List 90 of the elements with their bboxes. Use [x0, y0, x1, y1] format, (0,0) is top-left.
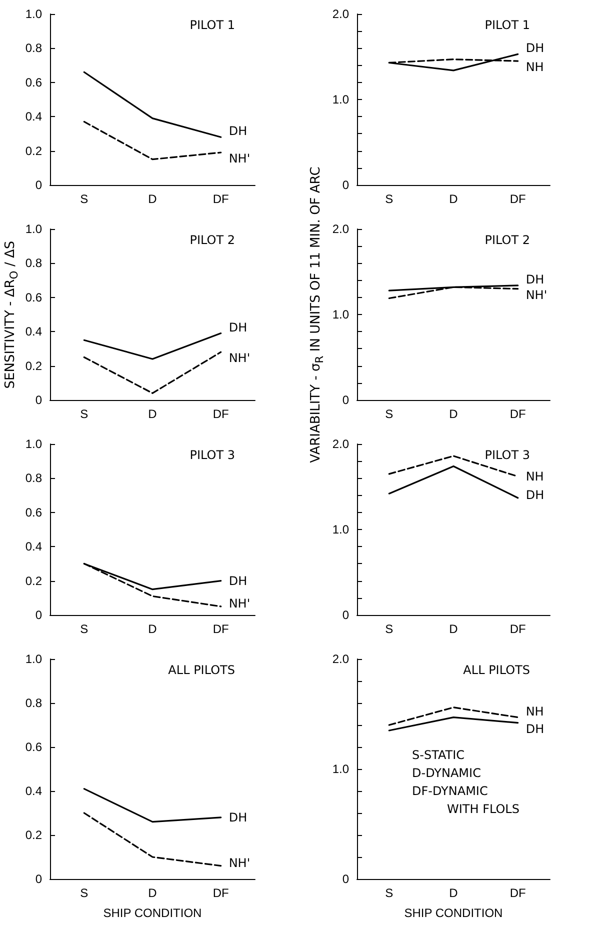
- y-tick-label: 2.0: [332, 652, 350, 666]
- x-tick-label: DF: [212, 407, 229, 421]
- chart-title: ALL PILOTS: [463, 663, 530, 677]
- chart-title: PILOT 2: [190, 233, 236, 247]
- x-tick-label: S: [385, 407, 394, 421]
- y-tick-label: 1.0: [332, 522, 350, 536]
- chart-title: PILOT 1: [484, 18, 530, 32]
- y-tick-label: 0: [35, 393, 42, 407]
- series-label: DH: [228, 320, 248, 334]
- y-tick-label: 0.8: [25, 41, 42, 56]
- y-tick-label: 2.0: [332, 437, 350, 451]
- x-tick-label: DF: [212, 192, 229, 206]
- y-tick-label: 1.0: [25, 222, 42, 236]
- x-tick-label: S: [80, 407, 88, 421]
- chart-title: ALL PILOTS: [168, 663, 236, 677]
- y-tick-label: 0: [342, 393, 350, 407]
- y-tick-label: 0.4: [25, 540, 42, 554]
- x-tick-label: DF: [212, 886, 229, 900]
- chart-title: PILOT 1: [190, 18, 236, 32]
- x-tick-label: S: [80, 622, 88, 636]
- series-label: NH: [526, 469, 544, 484]
- x-tick-label: S: [385, 622, 394, 636]
- y-tick-label: 0.8: [25, 471, 42, 486]
- y-tick-label: 0.4: [25, 784, 42, 798]
- x-tick-label: DF: [510, 622, 526, 636]
- y-tick-label: 1.0: [25, 437, 42, 451]
- annotation: S-STATIC: [412, 748, 464, 762]
- series-label: DH: [228, 574, 248, 588]
- y-tick-label: 0.2: [25, 828, 42, 842]
- y-tick-label: 2.0: [332, 222, 350, 236]
- series-label: DH: [228, 810, 248, 824]
- x-tick-label: DF: [510, 407, 526, 421]
- x-tick-label: S: [385, 192, 394, 206]
- series-label: DH: [526, 722, 544, 736]
- x-tick-label: D: [148, 407, 158, 421]
- x-tick-label: D: [449, 192, 458, 206]
- x-axis-title: SHIP CONDITION: [404, 906, 503, 920]
- y-tick-label: 0.2: [25, 574, 42, 588]
- annotation: DF-DYNAMIC: [412, 784, 488, 798]
- chart-title: PILOT 2: [484, 233, 530, 247]
- y-tick-label: 0.4: [25, 324, 42, 339]
- y-tick-label: 0: [35, 608, 42, 622]
- y-tick-label: 1.0: [25, 652, 42, 666]
- series-label: DH: [526, 272, 544, 286]
- x-tick-label: D: [148, 192, 158, 206]
- y-tick-label: 0: [35, 872, 42, 886]
- x-tick-label: S: [80, 192, 88, 206]
- y-tick-label: 0: [342, 178, 350, 192]
- series-label: NH': [228, 856, 250, 870]
- y-tick-label: 0: [342, 608, 350, 622]
- series-label: DH: [228, 124, 248, 138]
- x-tick-label: D: [148, 622, 158, 636]
- chart-title: PILOT 3: [484, 448, 530, 462]
- y-tick-label: 1.0: [332, 308, 350, 322]
- annotation: WITH FLOLS: [447, 802, 520, 816]
- y-tick-label: 0.6: [25, 75, 42, 90]
- y-tick-label: 0.2: [25, 144, 42, 158]
- series-label: NH': [228, 152, 250, 166]
- y-tick-label: 1.0: [332, 762, 350, 776]
- y-tick-label: 0.6: [25, 290, 42, 304]
- y-tick-label: 0: [342, 872, 350, 886]
- y-tick-label: 0.8: [25, 256, 42, 270]
- y-tick-label: 1.0: [332, 92, 350, 106]
- series-label: DH: [526, 488, 544, 502]
- x-tick-label: DF: [510, 886, 526, 900]
- y-tick-label: 2.0: [332, 7, 350, 21]
- y-tick-label: 0: [35, 178, 42, 192]
- x-tick-label: S: [80, 886, 88, 900]
- series-label: NH': [526, 288, 548, 302]
- series-label: DH: [526, 41, 544, 56]
- y-tick-label: 0.6: [25, 740, 42, 754]
- series-label: NH: [526, 704, 544, 718]
- x-tick-label: D: [449, 886, 458, 900]
- annotation: D-DYNAMIC: [412, 766, 481, 780]
- y-tick-label: 0.8: [25, 696, 42, 710]
- y-tick-label: 0.2: [25, 358, 42, 373]
- y-tick-label: 0.4: [25, 110, 42, 124]
- x-tick-label: DF: [510, 192, 526, 206]
- series-label: NH': [228, 596, 250, 610]
- series-label: NH: [526, 60, 544, 74]
- x-tick-label: D: [449, 407, 458, 421]
- y-tick-label: 0.6: [25, 505, 42, 520]
- x-tick-label: S: [385, 886, 394, 900]
- x-axis-title: SHIP CONDITION: [103, 906, 202, 920]
- x-tick-label: D: [449, 622, 458, 636]
- x-tick-label: DF: [212, 622, 229, 636]
- series-label: NH': [228, 351, 250, 366]
- chart-title: PILOT 3: [190, 448, 236, 462]
- y-tick-label: 1.0: [25, 7, 42, 21]
- x-tick-label: D: [148, 886, 158, 900]
